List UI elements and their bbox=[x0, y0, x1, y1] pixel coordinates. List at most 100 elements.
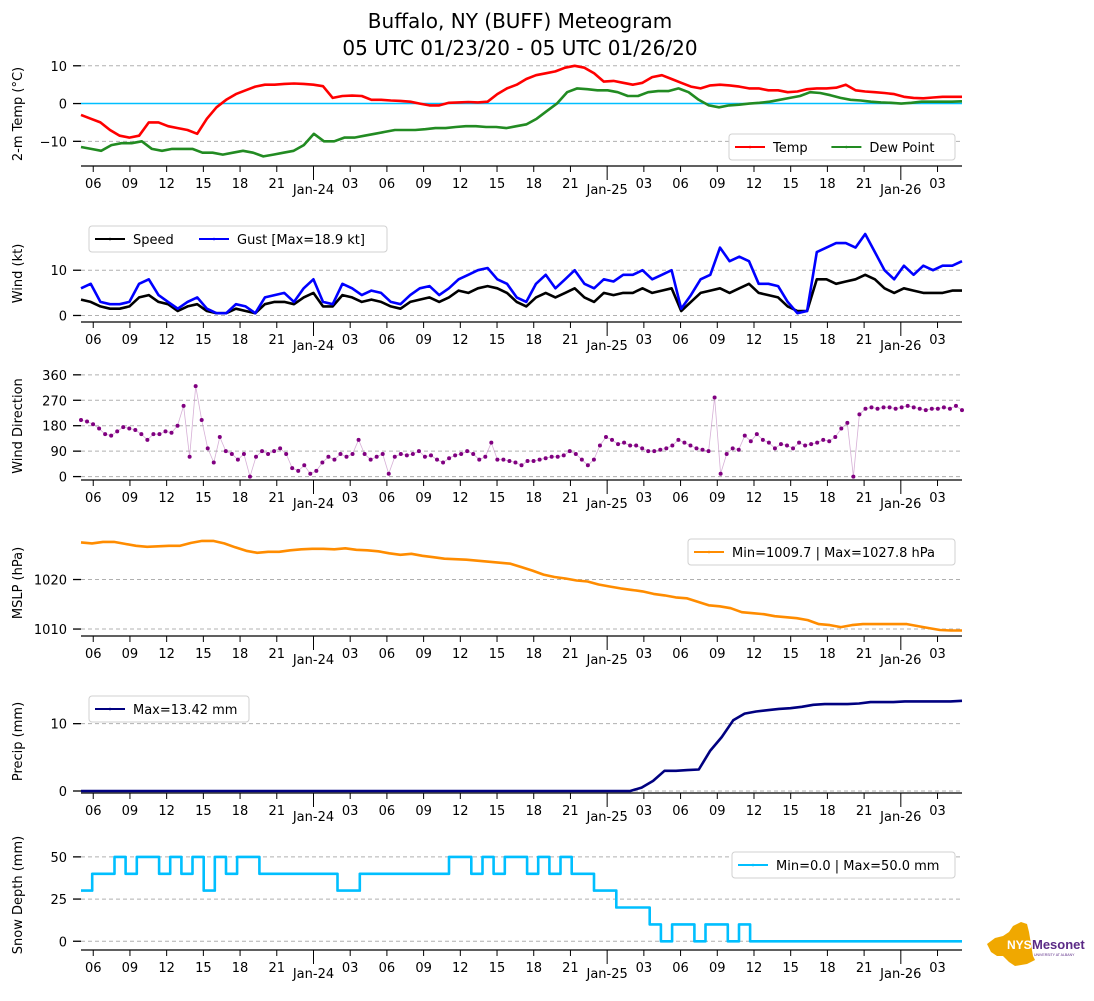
y-axis-label: MSLP (hPa) bbox=[11, 547, 26, 619]
data-point bbox=[821, 437, 826, 442]
data-point bbox=[785, 443, 790, 448]
data-point bbox=[803, 443, 808, 448]
x-tick-label: 09 bbox=[709, 961, 726, 976]
data-point bbox=[567, 449, 572, 454]
series-line-min-1009-7-max-1027-8-hpa bbox=[80, 539, 962, 632]
x-date-label: Jan-25 bbox=[586, 339, 628, 354]
x-tick-label: 15 bbox=[195, 647, 212, 662]
data-point bbox=[652, 449, 657, 454]
data-point bbox=[386, 471, 391, 476]
x-tick-label: 03 bbox=[636, 804, 653, 819]
y-tick-label: 90 bbox=[50, 445, 67, 460]
y-axis-label: 2-m Temp (°C) bbox=[11, 67, 26, 161]
x-tick-label: 03 bbox=[929, 491, 946, 506]
x-tick-label: 21 bbox=[562, 961, 579, 976]
x-tick-label: 09 bbox=[709, 177, 726, 192]
x-tick-label: 21 bbox=[269, 177, 286, 192]
data-point bbox=[833, 435, 838, 440]
y-tick-label: 270 bbox=[42, 394, 67, 409]
data-point bbox=[235, 457, 240, 462]
data-point bbox=[730, 446, 735, 451]
data-point bbox=[398, 451, 403, 456]
x-tick-label: 15 bbox=[489, 177, 506, 192]
data-point bbox=[585, 463, 590, 468]
panel-snow_depth: 0 25 50 Snow Depth (mm) 06 09 12 15 18 21 03 06 09 12… bbox=[11, 836, 962, 982]
data-point bbox=[489, 440, 494, 445]
legend-marker bbox=[748, 145, 752, 149]
y-axis-label: Snow Depth (mm) bbox=[11, 836, 26, 954]
data-point bbox=[706, 449, 711, 454]
x-tick-label: 06 bbox=[672, 177, 689, 192]
data-point bbox=[700, 447, 705, 452]
data-point bbox=[308, 471, 313, 476]
x-date-label: Jan-24 bbox=[292, 967, 334, 982]
data-point bbox=[676, 437, 681, 442]
data-point bbox=[115, 429, 120, 434]
chart-title-line1: Buffalo, NY (BUFF) Meteogram bbox=[368, 9, 672, 33]
x-date-label: Jan-24 bbox=[292, 339, 334, 354]
x-tick-label: 21 bbox=[562, 647, 579, 662]
data-point bbox=[815, 440, 820, 445]
x-tick-label: 12 bbox=[452, 333, 469, 348]
x-date-label: Jan-26 bbox=[879, 497, 921, 512]
data-point bbox=[121, 425, 126, 430]
x-tick-label: 03 bbox=[929, 804, 946, 819]
x-tick-label: 06 bbox=[85, 961, 102, 976]
data-point bbox=[465, 449, 470, 454]
x-tick-label: 18 bbox=[232, 961, 249, 976]
x-tick-label: 06 bbox=[379, 804, 396, 819]
x-tick-label: 03 bbox=[636, 491, 653, 506]
x-tick-label: 21 bbox=[856, 961, 873, 976]
data-point bbox=[199, 418, 204, 423]
data-point bbox=[791, 446, 796, 451]
y-tick-label: 50 bbox=[50, 851, 67, 866]
x-tick-label: 21 bbox=[856, 804, 873, 819]
x-tick-label: 18 bbox=[819, 177, 836, 192]
data-point bbox=[688, 443, 693, 448]
data-point bbox=[97, 426, 102, 431]
x-tick-label: 18 bbox=[525, 491, 542, 506]
data-point bbox=[356, 437, 361, 442]
x-tick-label: 03 bbox=[929, 333, 946, 348]
x-date-label: Jan-25 bbox=[586, 497, 628, 512]
data-point bbox=[284, 451, 289, 456]
x-date-label: Jan-26 bbox=[879, 967, 921, 982]
x-tick-label: 15 bbox=[195, 333, 212, 348]
x-tick-label: 15 bbox=[195, 491, 212, 506]
legend: Speed Gust [Max=18.9 kt] bbox=[88, 225, 388, 253]
data-point bbox=[875, 406, 880, 411]
series-line-max-13-42-mm bbox=[81, 699, 963, 793]
panel-wind: 0 10 Wind (kt) 06 09 12 15 18 21 03 06 09 12 15 18 21 03… bbox=[11, 225, 963, 354]
data-point bbox=[416, 449, 421, 454]
logo-sub-text: UNIVERSITY AT ALBANY bbox=[1034, 953, 1075, 957]
data-point bbox=[622, 440, 627, 445]
x-tick-label: 12 bbox=[452, 804, 469, 819]
data-point bbox=[266, 451, 271, 456]
x-tick-label: 06 bbox=[672, 804, 689, 819]
legend-label: Gust [Max=18.9 kt] bbox=[237, 233, 365, 248]
legend-box bbox=[731, 851, 956, 879]
data-point bbox=[350, 451, 355, 456]
x-tick-label: 12 bbox=[746, 647, 763, 662]
data-point bbox=[507, 459, 512, 464]
data-point bbox=[797, 440, 802, 445]
data-point bbox=[887, 405, 892, 410]
data-point bbox=[241, 451, 246, 456]
x-tick-label: 18 bbox=[232, 491, 249, 506]
data-point bbox=[929, 406, 934, 411]
data-point bbox=[549, 454, 554, 459]
series-line-min-0-0-max-50-0-mm bbox=[81, 855, 962, 943]
data-point bbox=[151, 432, 156, 437]
data-point bbox=[748, 439, 753, 444]
data-point bbox=[193, 384, 198, 389]
y-tick-label: 10 bbox=[50, 60, 67, 75]
x-tick-label: 18 bbox=[232, 647, 249, 662]
data-point bbox=[344, 454, 349, 459]
x-tick-label: 03 bbox=[929, 961, 946, 976]
x-tick-label: 15 bbox=[489, 491, 506, 506]
series-line-speed bbox=[80, 273, 962, 315]
x-tick-label: 09 bbox=[415, 647, 432, 662]
data-point bbox=[501, 457, 506, 462]
x-tick-label: 06 bbox=[85, 804, 102, 819]
